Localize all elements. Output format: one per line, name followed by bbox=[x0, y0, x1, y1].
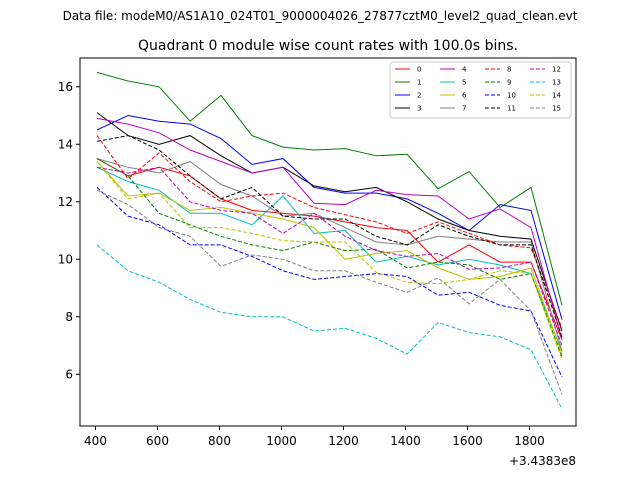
x-tick-label: 1200 bbox=[328, 434, 359, 448]
legend-box bbox=[389, 61, 572, 119]
series-line-0 bbox=[96, 158, 563, 340]
legend-label-13: 13 bbox=[552, 79, 561, 87]
x-tick-label: 1600 bbox=[452, 434, 483, 448]
legend-label-3: 3 bbox=[417, 105, 421, 113]
legend-label-8: 8 bbox=[507, 66, 511, 74]
legend-label-11: 11 bbox=[507, 105, 516, 113]
legend-label-4: 4 bbox=[462, 66, 467, 74]
legend-label-10: 10 bbox=[507, 92, 516, 100]
x-tick-label: 400 bbox=[84, 434, 107, 448]
series-line-14 bbox=[96, 161, 563, 361]
series-line-5 bbox=[96, 166, 563, 352]
x-tick-label: 600 bbox=[146, 434, 169, 448]
x-axis: 400 600 800 1000 1200 1400 1600 1800 bbox=[84, 426, 545, 448]
x-tick-label: 1800 bbox=[514, 434, 545, 448]
plot-lines bbox=[96, 71, 563, 410]
legend-label-15: 15 bbox=[552, 105, 561, 113]
plot-frame bbox=[79, 57, 577, 427]
y-tick-label: 16 bbox=[58, 80, 73, 94]
series-line-1 bbox=[96, 71, 563, 306]
y-tick-label: 10 bbox=[58, 252, 73, 266]
x-tick-label: 1000 bbox=[266, 434, 297, 448]
y-tick-label: 6 bbox=[65, 367, 73, 381]
x-offset-label: +3.4383e8 bbox=[509, 454, 576, 468]
legend-label-0: 0 bbox=[417, 66, 421, 74]
series-line-11 bbox=[96, 135, 563, 338]
y-axis: 6 8 10 12 14 16 bbox=[58, 80, 80, 381]
series-line-6 bbox=[96, 161, 563, 355]
legend-label-1: 1 bbox=[417, 79, 421, 87]
chart-title: Quadrant 0 module wise count rates with … bbox=[138, 38, 518, 54]
series-line-4 bbox=[96, 117, 563, 340]
series-line-15 bbox=[96, 189, 563, 395]
series-line-3 bbox=[96, 112, 563, 332]
series-line-10 bbox=[96, 187, 563, 378]
y-tick-label: 14 bbox=[58, 137, 73, 151]
legend-label-2: 2 bbox=[417, 92, 421, 100]
y-tick-label: 8 bbox=[65, 310, 73, 324]
legend-label-6: 6 bbox=[462, 92, 467, 100]
legend-label-9: 9 bbox=[507, 79, 511, 87]
legend-label-14: 14 bbox=[552, 92, 561, 100]
series-line-8 bbox=[96, 135, 563, 329]
x-tick-label: 800 bbox=[208, 434, 231, 448]
legend-label-5: 5 bbox=[462, 79, 466, 87]
series-line-7 bbox=[96, 158, 563, 352]
legend-label-12: 12 bbox=[552, 66, 561, 74]
x-tick-label: 1400 bbox=[390, 434, 421, 448]
series-line-12 bbox=[96, 166, 563, 346]
series-line-2 bbox=[96, 114, 563, 320]
chart-suptitle: Data file: modeM0/AS1A10_024T01_90000040… bbox=[63, 9, 578, 23]
series-line-13 bbox=[96, 244, 563, 410]
y-tick-label: 12 bbox=[58, 195, 73, 209]
legend-label-7: 7 bbox=[462, 105, 466, 113]
